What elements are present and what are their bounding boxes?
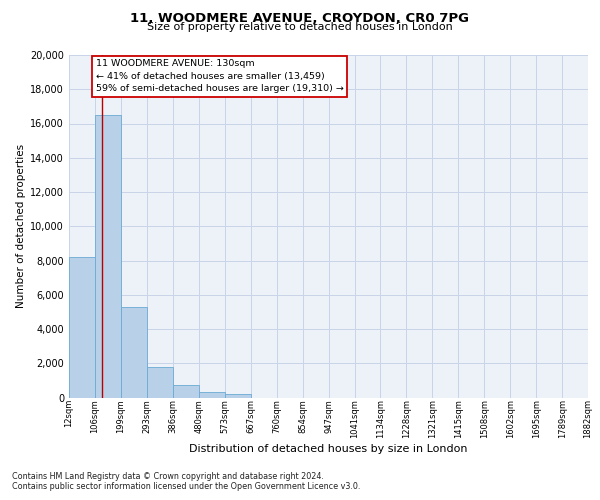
X-axis label: Distribution of detached houses by size in London: Distribution of detached houses by size …	[189, 444, 468, 454]
Bar	[95, 115, 121, 398]
Text: 11 WOODMERE AVENUE: 130sqm
← 41% of detached houses are smaller (13,459)
59% of : 11 WOODMERE AVENUE: 130sqm ← 41% of deta…	[95, 60, 344, 94]
Bar	[173, 384, 199, 398]
Bar	[199, 392, 224, 398]
Bar	[69, 257, 95, 398]
Text: Contains public sector information licensed under the Open Government Licence v3: Contains public sector information licen…	[12, 482, 361, 491]
Bar	[121, 306, 147, 398]
Y-axis label: Number of detached properties: Number of detached properties	[16, 144, 26, 308]
Bar	[147, 366, 173, 398]
Bar	[224, 394, 251, 398]
Text: Contains HM Land Registry data © Crown copyright and database right 2024.: Contains HM Land Registry data © Crown c…	[12, 472, 324, 481]
Text: 11, WOODMERE AVENUE, CROYDON, CR0 7PG: 11, WOODMERE AVENUE, CROYDON, CR0 7PG	[131, 12, 470, 24]
Text: Size of property relative to detached houses in London: Size of property relative to detached ho…	[147, 22, 453, 32]
